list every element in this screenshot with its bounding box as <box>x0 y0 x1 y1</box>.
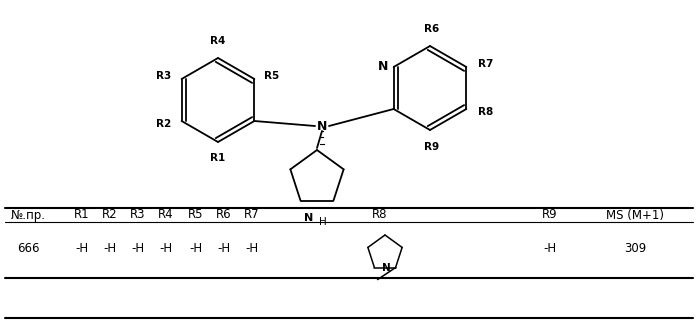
Text: H: H <box>319 217 327 227</box>
Text: -H: -H <box>218 242 230 254</box>
Text: -H: -H <box>246 242 258 254</box>
Text: -H: -H <box>159 242 172 254</box>
Text: -H: -H <box>131 242 144 254</box>
Text: N: N <box>378 60 389 74</box>
Text: N: N <box>304 213 313 223</box>
Text: R6: R6 <box>424 24 440 34</box>
Text: N: N <box>382 263 391 273</box>
Text: R5: R5 <box>265 71 280 81</box>
Text: R8: R8 <box>478 107 493 117</box>
Text: R7: R7 <box>244 209 260 221</box>
Text: R9: R9 <box>424 142 440 152</box>
Text: -H: -H <box>189 242 202 254</box>
Text: 666: 666 <box>17 242 39 254</box>
Text: R2: R2 <box>156 119 172 129</box>
Text: MS (M+1): MS (M+1) <box>606 209 664 221</box>
Text: R3: R3 <box>131 209 146 221</box>
Text: R4: R4 <box>210 36 225 46</box>
Text: R7: R7 <box>478 59 493 69</box>
Text: R1: R1 <box>74 209 90 221</box>
Text: R3: R3 <box>156 71 172 81</box>
Text: -H: -H <box>544 242 556 254</box>
Text: №.пр.: №.пр. <box>10 209 45 221</box>
Text: R2: R2 <box>102 209 118 221</box>
Text: N: N <box>317 119 327 133</box>
Text: R6: R6 <box>216 209 232 221</box>
Text: R8: R8 <box>372 209 388 221</box>
Text: R4: R4 <box>158 209 174 221</box>
Text: R1: R1 <box>210 153 225 163</box>
Text: -H: -H <box>103 242 117 254</box>
Text: R5: R5 <box>188 209 204 221</box>
Text: -H: -H <box>75 242 89 254</box>
Text: R9: R9 <box>542 209 558 221</box>
Text: 309: 309 <box>624 242 646 254</box>
